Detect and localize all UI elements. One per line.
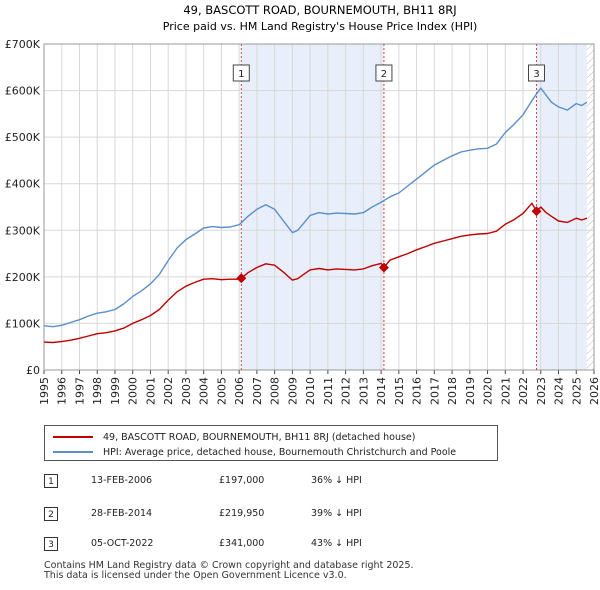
sale-date: 13-FEB-2006 (91, 475, 153, 486)
sale-label-number: 3 (533, 69, 539, 80)
future-hatch (586, 44, 594, 370)
legend-swatch-property (53, 436, 93, 438)
sale-price: £197,000 (219, 475, 265, 486)
hpi-line (43, 87, 588, 328)
sale-price: £219,950 (219, 508, 265, 519)
legend-swatch-hpi (53, 451, 93, 453)
x-tick-label: 2011 (322, 377, 335, 405)
plot-border (43, 43, 595, 371)
footer-copyright: Contains HM Land Registry data © Crown c… (44, 560, 414, 571)
y-tick-label: £500K (5, 131, 41, 144)
sale-number-badge: 1 (44, 474, 58, 488)
sale-date: 05-OCT-2022 (91, 538, 154, 549)
x-tick-label: 2004 (198, 377, 211, 405)
x-tick-label: 2012 (340, 377, 353, 405)
x-tick-label: 2006 (233, 377, 246, 405)
legend-label-hpi: HPI: Average price, detached house, Bour… (103, 446, 457, 458)
sale-label-number: 2 (381, 69, 387, 80)
y-tick-label: £600K (5, 85, 41, 98)
x-tick-label: 2025 (570, 377, 583, 405)
x-tick-label: 1996 (56, 377, 69, 405)
x-tick-label: 1997 (73, 377, 86, 405)
sale-label-number: 1 (238, 69, 244, 80)
sale-label-box (232, 64, 250, 82)
property-price-line (43, 202, 588, 344)
x-tick-label: 2017 (428, 377, 441, 405)
chart-title: 49, BASCOTT ROAD, BOURNEMOUTH, BH11 8RJ (183, 3, 456, 17)
sale-price: £341,000 (219, 538, 265, 549)
legend-item-hpi: HPI: Average price, detached house, Bour… (53, 445, 456, 459)
x-tick-label: 2016 (411, 377, 424, 405)
x-tick-label: 1995 (38, 377, 51, 405)
sale-hpi-delta: 43% ↓ HPI (311, 538, 362, 549)
x-tick-label: 2019 (464, 377, 477, 405)
footer: Contains HM Land Registry data © Crown c… (44, 561, 414, 581)
sale-date: 28-FEB-2014 (91, 508, 153, 519)
x-tick-label: 2008 (269, 377, 282, 405)
sale-row: 3 05-OCT-2022 £341,000 43% ↓ HPI (44, 537, 544, 553)
x-tick-label: 2020 (482, 377, 495, 405)
y-tick-label: £300K (5, 224, 41, 237)
y-tick-label: £700K (5, 38, 41, 51)
sale-hpi-delta: 39% ↓ HPI (311, 508, 362, 519)
sale-point (531, 206, 542, 217)
x-tick-label: 2021 (499, 377, 512, 405)
x-tick-label: 2023 (535, 377, 548, 405)
sale-row: 2 28-FEB-2014 £219,950 39% ↓ HPI (44, 507, 544, 523)
x-tick-label: 2000 (127, 377, 140, 405)
x-tick-label: 2026 (588, 377, 600, 405)
sale-hpi-delta: 36% ↓ HPI (311, 475, 362, 486)
x-tick-label: 2018 (446, 377, 459, 405)
sale-number-badge: 3 (44, 537, 58, 551)
sale-point (378, 262, 389, 273)
x-tick-label: 2010 (304, 377, 317, 405)
x-tick-label: 2024 (553, 377, 566, 405)
y-tick-label: £400K (5, 178, 41, 191)
x-tick-label: 2001 (144, 377, 157, 405)
y-tick-label: £0 (26, 364, 40, 377)
x-tick-label: 2014 (375, 377, 388, 405)
sale-period-shading (241, 44, 384, 370)
x-tick-label: 2002 (162, 377, 175, 405)
footer-licence: This data is licensed under the Open Gov… (44, 570, 347, 581)
x-tick-label: 1998 (91, 377, 104, 405)
sale-number-badge: 2 (44, 507, 58, 521)
sale-label-box (375, 64, 393, 82)
x-tick-label: 2015 (393, 377, 406, 405)
sale-row: 1 13-FEB-2006 £197,000 36% ↓ HPI (44, 474, 544, 490)
y-tick-label: £100K (5, 317, 41, 330)
legend-item-property: 49, BASCOTT ROAD, BOURNEMOUTH, BH11 8RJ … (53, 430, 415, 444)
legend-label-property: 49, BASCOTT ROAD, BOURNEMOUTH, BH11 8RJ … (103, 431, 416, 443)
chart-subtitle: Price paid vs. HM Land Registry's House … (163, 20, 478, 33)
x-tick-label: 2009 (286, 377, 299, 405)
price-chart: 49, BASCOTT ROAD, BOURNEMOUTH, BH11 8RJ … (5, 3, 600, 405)
x-tick-label: 2007 (251, 377, 264, 405)
x-tick-label: 1999 (109, 377, 122, 405)
legend: 49, BASCOTT ROAD, BOURNEMOUTH, BH11 8RJ … (44, 425, 498, 461)
x-tick-label: 2013 (357, 377, 370, 405)
sale-point (236, 273, 247, 284)
sale-period-shading (536, 44, 587, 370)
x-tick-label: 2022 (517, 377, 530, 405)
sale-label-box (528, 64, 546, 82)
x-tick-label: 2005 (215, 377, 228, 405)
plot-area: £0 £100K £200K £300K £400K £500K £600K £700K 199… (5, 38, 600, 405)
y-tick-label: £200K (5, 271, 41, 284)
x-tick-label: 2003 (180, 377, 193, 405)
